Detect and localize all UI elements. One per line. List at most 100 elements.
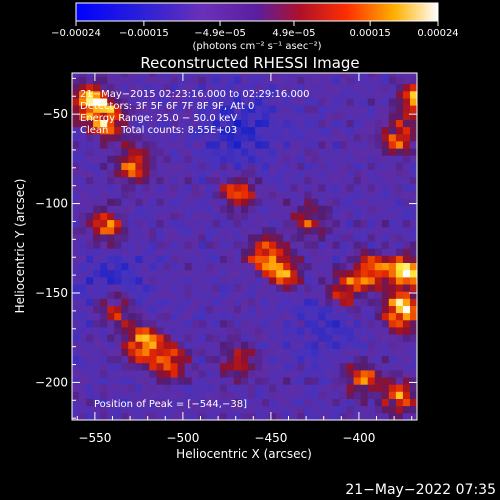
heatmap-cell <box>198 398 207 407</box>
heatmap-cell <box>339 369 347 378</box>
heatmap-cell <box>128 362 136 371</box>
heatmap-cell <box>121 341 129 349</box>
heatmap-cell <box>248 90 256 99</box>
heatmap-cell <box>248 141 256 149</box>
heatmap-cell <box>128 412 136 420</box>
heatmap-cell <box>177 412 185 420</box>
heatmap-cell <box>297 327 305 335</box>
heatmap-cell <box>255 255 263 263</box>
heatmap-cell <box>318 255 326 263</box>
heatmap-cell <box>241 141 249 149</box>
heatmap-cell <box>149 319 157 328</box>
heatmap-cell <box>290 334 298 342</box>
heatmap-cell <box>346 355 354 364</box>
heatmap-cell <box>248 348 256 357</box>
heatmap-cell <box>353 355 361 364</box>
heatmap-cell <box>367 405 376 414</box>
heatmap-cell <box>410 155 417 163</box>
heatmap-cell <box>93 105 101 113</box>
heatmap-cell <box>205 284 214 292</box>
heatmap-cell <box>86 148 94 156</box>
heatmap-cell <box>212 291 221 299</box>
heatmap-cell <box>93 162 101 170</box>
heatmap-cell <box>149 73 157 77</box>
heatmap-cell <box>367 90 376 99</box>
heatmap-cell <box>114 398 122 407</box>
heatmap-cell <box>346 169 354 178</box>
heatmap-cell <box>191 162 200 170</box>
heatmap-cell <box>233 398 242 407</box>
heatmap-cell <box>93 133 101 142</box>
heatmap-cell <box>170 98 178 106</box>
heatmap-cell <box>135 241 143 249</box>
heatmap-cell <box>262 176 270 185</box>
heatmap-cell <box>346 73 354 77</box>
heatmap-cell <box>163 76 171 85</box>
heatmap-cell <box>219 391 228 399</box>
heatmap-cell <box>170 384 178 392</box>
heatmap-cell <box>318 83 326 92</box>
heatmap-cell <box>241 391 249 399</box>
heatmap-cell <box>219 73 228 77</box>
heatmap-cell <box>79 226 87 235</box>
heatmap-cell <box>297 269 305 278</box>
heatmap-cell <box>79 141 87 149</box>
heatmap-cell <box>177 191 185 199</box>
heatmap-cell <box>191 241 200 249</box>
heatmap-cell <box>156 319 164 328</box>
heatmap-cell <box>107 248 115 256</box>
heatmap-cell <box>262 90 270 99</box>
heatmap-cell <box>332 348 340 357</box>
heatmap-cell <box>241 119 249 128</box>
heatmap-cell <box>297 198 305 206</box>
heatmap-cell <box>353 83 361 92</box>
heatmap-cell <box>149 133 157 142</box>
heatmap-cell <box>121 98 129 106</box>
heatmap-cell <box>402 169 411 178</box>
heatmap-cell <box>205 76 214 85</box>
heatmap-cell <box>219 248 228 256</box>
heatmap-cell <box>135 148 143 156</box>
heatmap-cell <box>170 255 178 263</box>
heatmap-cell <box>191 298 200 306</box>
heatmap-cell <box>219 219 228 228</box>
heatmap-cell <box>269 90 277 99</box>
heatmap-cell <box>269 176 277 185</box>
heatmap-cell <box>410 291 417 299</box>
heatmap-cell <box>128 334 136 342</box>
heatmap-cell <box>121 133 129 142</box>
heatmap-cell <box>262 98 270 106</box>
heatmap-cell <box>283 248 291 256</box>
heatmap-cell <box>198 219 207 228</box>
heatmap-cell <box>395 405 404 414</box>
heatmap-cell <box>360 319 369 328</box>
heatmap-cell <box>395 148 404 156</box>
heatmap-cell <box>79 312 87 321</box>
heatmap-cell <box>290 112 298 120</box>
heatmap-cell <box>402 119 411 128</box>
heatmap-cell <box>121 312 129 321</box>
heatmap-cell <box>219 384 228 392</box>
heatmap-cell <box>410 126 417 135</box>
heatmap-cell <box>325 362 333 371</box>
heatmap-cell <box>93 169 101 178</box>
heatmap-cell <box>198 119 207 128</box>
heatmap-cell <box>156 305 164 314</box>
heatmap-cell <box>318 312 326 321</box>
heatmap-cell <box>262 362 270 371</box>
heatmap-cell <box>290 162 298 170</box>
heatmap-cell <box>93 291 101 299</box>
heatmap-cell <box>269 298 277 306</box>
heatmap-cell <box>107 305 115 314</box>
heatmap-cell <box>290 219 298 228</box>
heatmap-cell <box>156 105 164 113</box>
heatmap-cell <box>402 305 411 314</box>
heatmap-cell <box>410 234 417 242</box>
heatmap-cell <box>311 105 319 113</box>
heatmap-cell <box>381 377 390 385</box>
heatmap-cell <box>128 391 136 399</box>
heatmap-cell <box>128 169 136 178</box>
heatmap-cell <box>79 319 87 328</box>
heatmap-cell <box>205 412 214 420</box>
heatmap-cell <box>360 219 369 228</box>
